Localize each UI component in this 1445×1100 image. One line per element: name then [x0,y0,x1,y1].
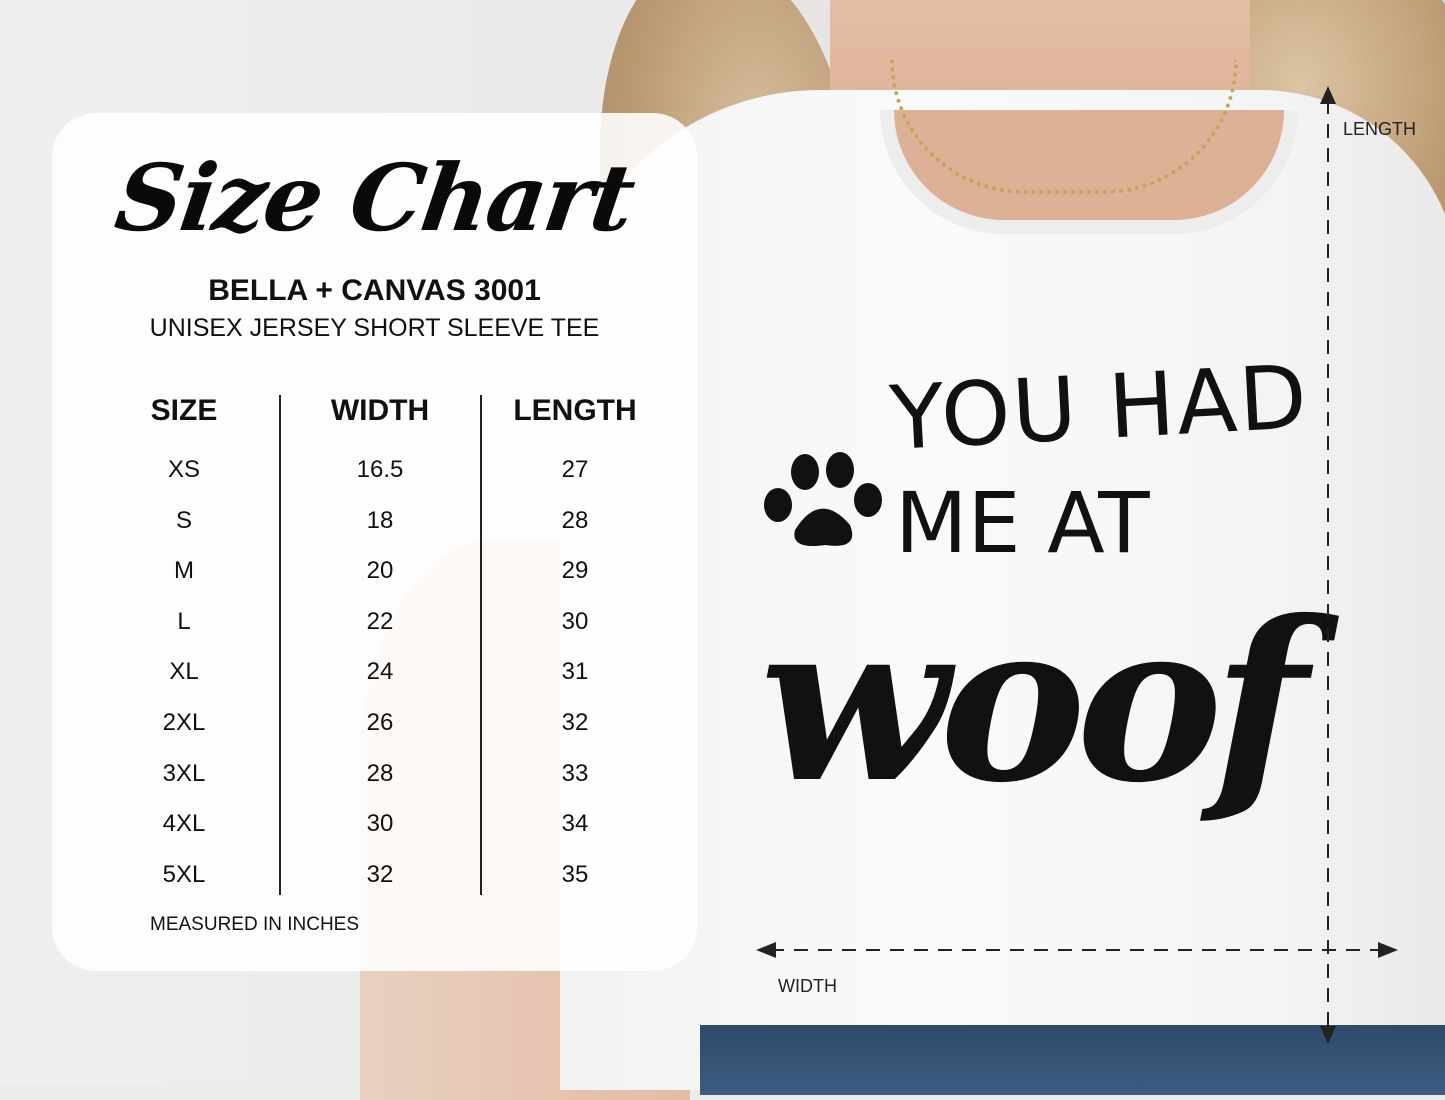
jeans [700,1025,1445,1095]
length-cell: 30 [561,607,589,635]
size-cell: S [175,506,192,534]
width-column: WIDTH 16.5 18 20 22 24 26 28 30 32 [280,391,480,906]
size-cell: 4XL [162,810,206,838]
width-cell: 32 [366,860,394,888]
width-cell: 28 [366,759,394,787]
length-cell: 28 [561,506,589,534]
width-cell: 24 [366,658,394,686]
paw-print-icon [764,452,882,546]
width-cell: 30 [366,810,394,838]
size-cell: 5XL [162,860,206,888]
length-cell: 27 [561,456,589,483]
column-divider [279,395,281,895]
width-label: WIDTH [778,976,837,996]
measurement-note: MEASURED IN INCHES [150,914,360,935]
length-cell: 33 [561,759,589,787]
column-divider [480,395,482,895]
header-size: SIZE [150,394,218,427]
size-chart-card: Size Chart BELLA + CANVAS 3001 UNISEX JE… [52,113,697,971]
length-cell: 34 [561,810,589,838]
size-cell: M [174,557,194,585]
print-line-2: ME AT [895,474,1150,572]
size-column: SIZE XS S M L XL 2XL 3XL 4XL 5XL [84,391,284,906]
width-cell: 20 [366,557,394,585]
brand-name: BELLA + CANVAS 3001 [208,274,541,307]
product-subtitle: UNISEX JERSEY SHORT SLEEVE TEE [149,314,600,342]
chart-title: Size Chart [109,144,640,252]
print-line-3: woof [760,572,1307,831]
length-label: LENGTH [1343,119,1417,139]
length-cell: 35 [561,860,589,888]
length-cell: 31 [561,658,589,686]
size-cell: XS [167,456,200,483]
width-cell: 22 [366,607,394,635]
size-cell: 2XL [162,708,206,736]
length-column: LENGTH 27 28 29 30 31 32 33 34 35 [475,391,675,906]
size-cell: L [177,607,191,635]
size-cell: XL [169,658,199,686]
length-cell: 32 [561,708,589,736]
width-cell: 16.5 [356,456,404,483]
width-cell: 26 [366,708,394,736]
t-shirt [560,90,1445,1090]
header-width: WIDTH [330,394,430,427]
length-cell: 29 [561,557,589,585]
shirt-print: YOU HAD ME AT woof [760,345,1340,960]
width-cell: 18 [366,506,394,534]
header-length: LENGTH [513,394,637,427]
size-cell: 3XL [162,759,206,787]
